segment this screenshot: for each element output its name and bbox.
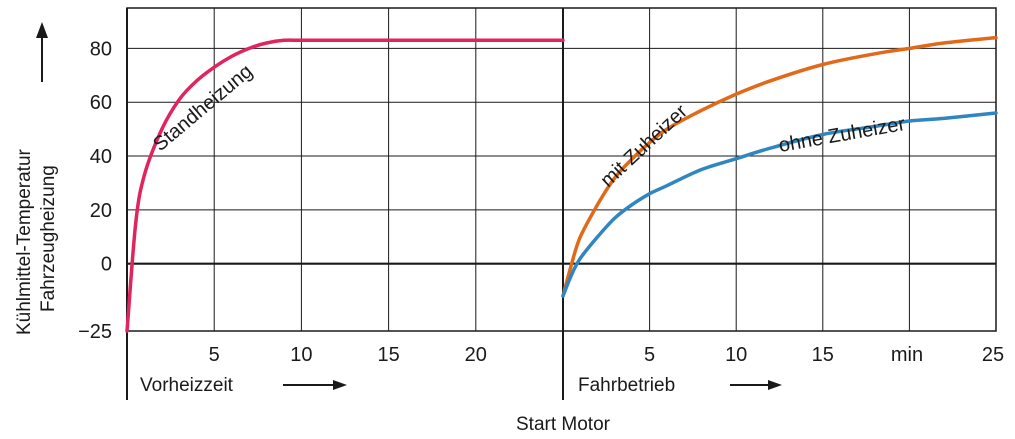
y-tick-label: 20 bbox=[90, 200, 112, 222]
label-mit-zuheizer: mit Zuheizer bbox=[596, 100, 692, 191]
y-tick-label: 0 bbox=[101, 254, 112, 276]
x-tick-label-right: 15 bbox=[812, 344, 834, 366]
start-motor-label: Start Motor bbox=[516, 414, 611, 435]
x-axis-label-right: Fahrbetrieb bbox=[578, 375, 675, 396]
y-tick-label: 60 bbox=[90, 92, 112, 114]
y-axis-label-line2: Fahrzeugheizung bbox=[38, 165, 59, 312]
y-axis-label-line1: Kühlmittel-Temperatur bbox=[14, 148, 35, 335]
y-tick-label: 40 bbox=[90, 146, 112, 168]
x-tick-label-right: 5 bbox=[644, 344, 655, 366]
x-axis-label-left: Vorheizzeit bbox=[140, 375, 234, 396]
x-tick-label-left: 15 bbox=[377, 344, 399, 366]
series-line-standheizung bbox=[127, 40, 563, 331]
x-tick-label-left: 10 bbox=[290, 344, 312, 366]
y-tick-label: −25 bbox=[78, 321, 112, 343]
y-axis-arrow bbox=[36, 22, 48, 82]
y-tick-label: 80 bbox=[90, 38, 112, 60]
curves bbox=[127, 38, 996, 331]
x-tick-label-left: 5 bbox=[209, 344, 220, 366]
grid bbox=[127, 8, 996, 400]
x-axis-unit-label: min bbox=[891, 344, 923, 366]
label-ohne-zuheizer: ohne Zuheizer bbox=[777, 113, 907, 157]
x-tick-label-right: 10 bbox=[725, 344, 747, 366]
x-axis-right-arrow bbox=[730, 380, 782, 390]
x-tick-label-right: 25 bbox=[982, 344, 1004, 366]
x-tick-label-left: 20 bbox=[465, 344, 487, 366]
x-axis-left-arrow bbox=[283, 380, 347, 390]
